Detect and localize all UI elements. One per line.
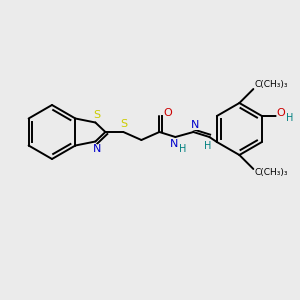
Text: O: O [163, 108, 172, 118]
Text: O: O [277, 108, 285, 118]
Text: S: S [120, 119, 127, 129]
Text: S: S [93, 110, 100, 121]
Text: H: H [286, 113, 294, 123]
Text: H: H [179, 144, 186, 154]
Text: C(CH₃)₃: C(CH₃)₃ [255, 80, 288, 89]
Text: C(CH₃)₃: C(CH₃)₃ [255, 169, 288, 178]
Text: N: N [191, 120, 200, 130]
Text: H: H [204, 141, 211, 151]
Text: N: N [93, 145, 102, 154]
Text: N: N [170, 139, 178, 149]
